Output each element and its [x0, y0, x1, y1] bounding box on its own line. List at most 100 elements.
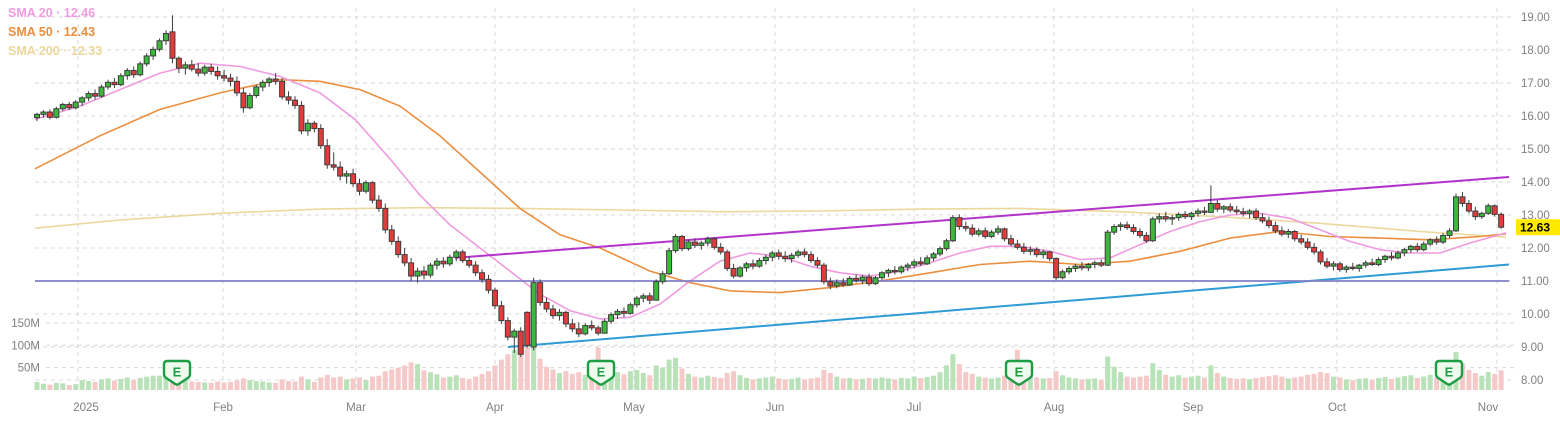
volume-bar: [782, 379, 788, 390]
rising-support-line[interactable]: [507, 263, 1510, 348]
last-price-badge: 12.63: [1516, 219, 1560, 236]
earnings-shield-icon: [162, 359, 192, 386]
earnings-badge[interactable]: E: [586, 359, 616, 386]
candle-down: [820, 264, 827, 283]
month-label[interactable]: 2025: [73, 402, 99, 414]
candle-down: [421, 270, 427, 276]
sma200-line: [34, 206, 1507, 238]
volume-bar: [847, 377, 853, 390]
candle-up: [601, 320, 608, 334]
candle-down: [130, 69, 137, 76]
candle-up: [511, 330, 518, 338]
candle-up: [1085, 264, 1092, 269]
time-axis-labels: 2025 Feb Mar Apr May Jun Jul Aug Sep Oct Nov: [73, 402, 1498, 414]
month-label[interactable]: May: [623, 402, 645, 414]
candle-down: [46, 111, 53, 118]
candle-down: [1369, 262, 1376, 266]
month-label[interactable]: Jun: [766, 402, 785, 414]
month-label[interactable]: Oct: [1328, 402, 1347, 414]
candle-up: [117, 75, 124, 86]
volume-bar: [1272, 375, 1278, 390]
earnings-badge[interactable]: E: [1434, 359, 1464, 386]
volume-bar: [324, 374, 330, 390]
price-tick-label: 11.00: [1521, 276, 1549, 288]
volume-bar: [711, 377, 717, 390]
candle-up: [795, 251, 802, 256]
candle-down: [808, 254, 814, 262]
earnings-shield-icon: [1434, 359, 1464, 386]
month-label[interactable]: Sep: [1183, 402, 1203, 414]
candle-up: [1111, 226, 1118, 233]
earnings-badge[interactable]: E: [1004, 359, 1034, 386]
candle-down: [749, 263, 756, 267]
candle-down: [956, 217, 963, 228]
volume-bar: [195, 381, 201, 390]
candle-up: [343, 173, 350, 177]
volume-bar: [1189, 376, 1195, 390]
price-tick-label: 10.00: [1521, 309, 1550, 321]
volume-bar: [73, 384, 79, 390]
volume-bar: [466, 378, 472, 390]
volume-bar: [827, 373, 833, 390]
price-tick-label: 8.00: [1521, 375, 1543, 387]
legend-item-sma-50[interactable]: SMA 50 · 12.43: [8, 25, 95, 39]
volume-bar: [544, 366, 550, 390]
month-label[interactable]: Feb: [213, 402, 233, 414]
legend-item-sma-200[interactable]: SMA 200 · 12.33: [8, 44, 102, 58]
candle-down: [775, 252, 782, 257]
volume-bar: [1498, 370, 1504, 390]
volume-bar: [492, 365, 498, 390]
volume-bar: [1047, 377, 1053, 390]
candle-down: [1233, 209, 1240, 213]
volume-bar: [737, 375, 743, 390]
month-label[interactable]: Aug: [1044, 402, 1064, 414]
candle-down: [1491, 205, 1498, 215]
candle-up: [608, 314, 615, 322]
candle-down: [1014, 243, 1021, 248]
volume-bar: [357, 377, 362, 390]
volume-bar: [1382, 377, 1388, 390]
volume-bar: [344, 379, 350, 390]
candle-down: [550, 308, 556, 317]
legend-item-sma-20[interactable]: SMA 20 · 12.46: [8, 6, 95, 20]
month-label[interactable]: Nov: [1478, 402, 1499, 414]
volume-bar: [1311, 373, 1317, 390]
month-label[interactable]: Mar: [346, 402, 366, 414]
volume-bar: [1098, 379, 1104, 390]
volume-bar: [718, 377, 724, 390]
candle-down: [691, 241, 698, 246]
volume-bar: [685, 373, 691, 390]
candle-down: [569, 323, 576, 330]
volume-bar: [376, 375, 382, 390]
candle-up: [1246, 210, 1253, 214]
volume-bar: [956, 364, 962, 390]
candle-up: [1156, 216, 1163, 220]
rising-resistance-line[interactable]: [454, 176, 1510, 259]
volume-bar: [1253, 377, 1259, 390]
candle-down: [208, 66, 215, 72]
month-label[interactable]: Jul: [907, 402, 922, 414]
volume-bar: [279, 379, 285, 390]
candle-up: [40, 111, 47, 115]
candle-up: [98, 86, 105, 97]
candle-down: [1278, 230, 1285, 235]
month-label[interactable]: Apr: [486, 402, 504, 414]
candle-down: [317, 128, 324, 147]
candle-down: [1324, 261, 1330, 267]
volume-bar: [382, 371, 388, 390]
volume-bar: [240, 378, 246, 390]
candle-down: [517, 330, 524, 355]
volume-bar: [1214, 373, 1220, 390]
candle-up: [1382, 255, 1389, 261]
candle-up: [762, 256, 769, 262]
candle-down: [285, 96, 292, 101]
candle-up: [1440, 234, 1447, 243]
candle-down: [466, 260, 473, 266]
candle-up: [446, 256, 453, 265]
volume-bar: [879, 377, 885, 390]
earnings-badge[interactable]: E: [162, 359, 192, 386]
candle-down: [917, 261, 924, 265]
candle-down: [537, 282, 544, 303]
earnings-badge-label: E: [1445, 365, 1454, 380]
